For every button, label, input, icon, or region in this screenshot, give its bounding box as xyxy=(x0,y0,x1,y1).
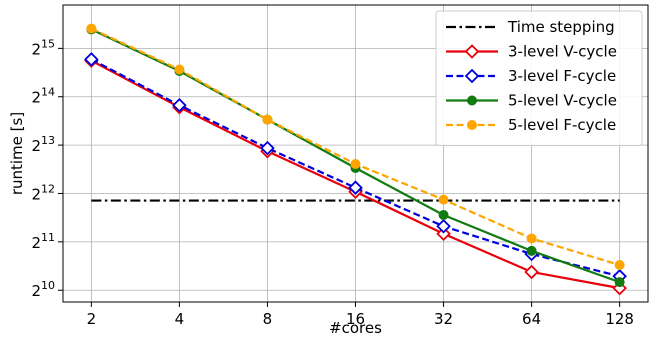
legend-label: Time stepping xyxy=(507,18,615,36)
data-point xyxy=(436,219,451,234)
legend-label: 5-level F-cycle xyxy=(508,116,616,134)
x-tick-label: 32 xyxy=(434,310,453,328)
x-tick-label: 16 xyxy=(346,310,365,328)
data-point xyxy=(614,259,625,270)
x-ticks: 2 4 8 16 32 64 128 xyxy=(87,302,634,328)
legend-entry-5-level-v-cycle: 5-level V-cycle xyxy=(446,92,617,110)
y-tick-label: 214 xyxy=(31,86,55,107)
y-tick-label: 212 xyxy=(31,182,55,203)
data-point xyxy=(526,233,537,244)
data-point xyxy=(172,97,187,113)
x-tick-label: 64 xyxy=(522,310,541,328)
legend-marker xyxy=(467,95,477,106)
x-tick-label: 4 xyxy=(175,310,185,328)
data-point xyxy=(438,209,449,220)
legend-entry-5-level-f-cycle: 5-level F-cycle xyxy=(446,116,616,134)
x-axis-label: #cores xyxy=(329,319,382,337)
data-point xyxy=(524,264,539,280)
y-tick-label: 210 xyxy=(31,279,55,300)
data-point xyxy=(260,140,275,156)
data-point xyxy=(348,180,363,195)
y-ticks: 210 211 212 213 214 215 xyxy=(31,37,63,300)
data-point xyxy=(526,245,537,256)
data-point xyxy=(614,277,625,288)
legend-marker xyxy=(464,68,480,84)
data-point xyxy=(436,226,451,242)
series-5-level-f-cycle xyxy=(86,23,625,270)
y-tick-label: 213 xyxy=(31,134,55,155)
legend-box xyxy=(435,10,643,146)
data-point xyxy=(174,64,185,75)
legend-label: 3-level V-cycle xyxy=(508,43,617,61)
y-axis-label: runtime [s] xyxy=(8,112,26,195)
x-tick-label: 2 xyxy=(87,310,97,328)
y-tick-label: 215 xyxy=(31,37,55,58)
x-tick-label: 128 xyxy=(605,310,634,328)
legend-entry-time-stepping: Time stepping xyxy=(446,18,615,36)
y-tick-label: 211 xyxy=(31,231,55,252)
legend-label: 3-level F-cycle xyxy=(508,67,616,85)
data-point xyxy=(438,194,449,205)
data-point xyxy=(84,52,99,67)
data-point xyxy=(262,114,273,125)
legend-entry-3-level-v-cycle: 3-level V-cycle xyxy=(446,43,617,61)
data-point xyxy=(86,23,97,34)
legend-marker xyxy=(467,120,477,130)
x-tick-label: 8 xyxy=(263,310,273,328)
data-point xyxy=(350,158,361,169)
legend-label: 5-level V-cycle xyxy=(508,92,617,110)
legend-entry-3-level-f-cycle: 3-level F-cycle xyxy=(446,67,616,85)
legend-marker xyxy=(464,44,480,59)
series-lines xyxy=(84,23,627,296)
legend: Time stepping 3-level V-cycle 3-level F-cy… xyxy=(435,10,643,146)
